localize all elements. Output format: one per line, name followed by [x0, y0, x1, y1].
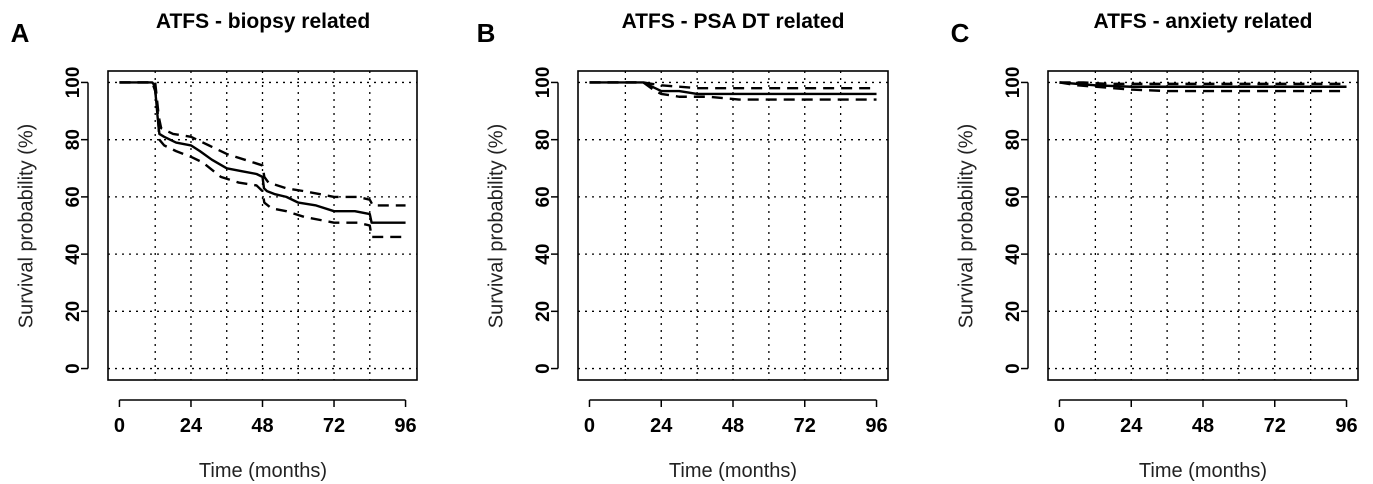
y-tick-label: 60	[63, 186, 84, 207]
y-tick-label: 0	[63, 363, 84, 374]
panel-c: 0 24 48 72 96 0 20 40 60 80 100 Time (months) Surviv…	[951, 10, 1359, 482]
x-tick-label: 96	[865, 415, 887, 437]
x-tick-label: 48	[251, 415, 273, 437]
y-tick-label: 100	[1003, 67, 1024, 99]
plot-frame	[107, 70, 418, 381]
x-tick-label: 0	[114, 415, 125, 437]
confidence-bound-curve	[589, 81, 877, 101]
x-tick-label: 24	[1120, 415, 1143, 437]
y-tick-label: 80	[533, 129, 554, 150]
survival-curve	[1059, 81, 1347, 88]
x-tick-label: 0	[1054, 415, 1065, 437]
y-tick-label: 40	[63, 244, 84, 265]
survival-curve	[119, 81, 406, 224]
plot-frame	[1047, 70, 1359, 381]
x-tick-label: 72	[323, 415, 345, 437]
y-axis-label: Survival probability (%)	[485, 124, 507, 329]
y-tick-label: 100	[533, 67, 554, 99]
y-tick-label: 60	[533, 186, 554, 207]
panel-title: ATFS - biopsy related	[156, 10, 370, 33]
confidence-bound-curve	[1059, 81, 1347, 86]
x-axis-label: Time (months)	[1139, 460, 1267, 482]
plot-frame	[577, 70, 889, 381]
panel-letter: C	[951, 18, 970, 48]
x-tick-label: 0	[584, 415, 595, 437]
y-axis-label: Survival probability (%)	[955, 124, 977, 329]
y-tick-label: 20	[1003, 301, 1024, 322]
y-tick-label: 100	[63, 67, 84, 99]
y-axis-label: Survival probability (%)	[15, 124, 37, 329]
x-axis-label: Time (months)	[669, 460, 797, 482]
y-tick-label: 40	[1003, 244, 1024, 265]
y-tick-label: 0	[1003, 363, 1024, 374]
y-tick-label: 60	[1003, 186, 1024, 207]
x-tick-label: 72	[794, 415, 816, 437]
x-tick-label: 24	[180, 415, 203, 437]
y-tick-label: 80	[1003, 129, 1024, 150]
y-tick-label: 40	[533, 244, 554, 265]
x-axis-label: Time (months)	[199, 460, 327, 482]
y-tick-label: 0	[533, 363, 554, 374]
panel-title: ATFS - anxiety related	[1093, 10, 1312, 33]
panel-letter: B	[477, 18, 496, 48]
confidence-bound-curve	[1059, 81, 1347, 93]
confidence-bound-curve	[119, 81, 406, 239]
x-tick-label: 96	[1335, 415, 1357, 437]
y-tick-label: 20	[63, 301, 84, 322]
x-tick-label: 48	[722, 415, 744, 437]
x-tick-label: 96	[394, 415, 416, 437]
y-tick-label: 80	[63, 129, 84, 150]
panel-a: 0 24 48 72 96 0 20 40 60 80 100 Time (months) Surviv…	[11, 10, 418, 482]
x-tick-label: 24	[650, 415, 673, 437]
confidence-bound-curve	[589, 81, 877, 90]
x-tick-label: 72	[1264, 415, 1286, 437]
panel-b: 0 24 48 72 96 0 20 40 60 80 100 Time (months) Surviv…	[477, 10, 889, 482]
y-tick-label: 20	[533, 301, 554, 322]
x-tick-label: 48	[1192, 415, 1214, 437]
panel-title: ATFS - PSA DT related	[622, 10, 845, 33]
panel-letter: A	[11, 18, 30, 48]
